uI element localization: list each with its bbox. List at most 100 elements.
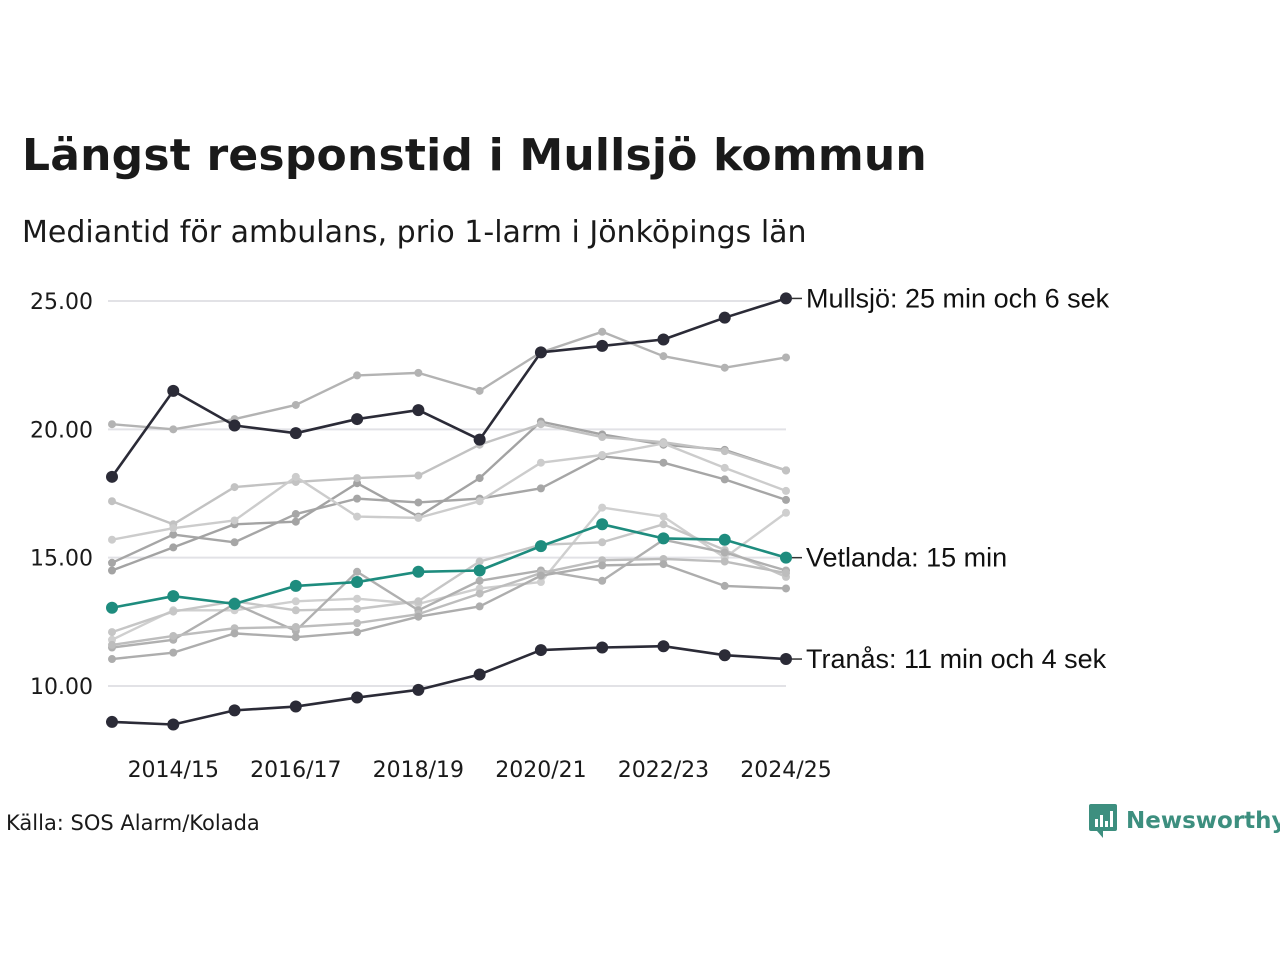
data-point — [291, 400, 300, 409]
data-point — [536, 458, 545, 467]
data-point — [598, 576, 607, 585]
data-point — [718, 311, 731, 324]
series-kommun-j — [108, 560, 790, 664]
data-point — [291, 517, 300, 526]
series-line — [111, 557, 787, 647]
data-point — [598, 503, 607, 512]
data-point — [108, 535, 116, 544]
data-point — [536, 571, 545, 580]
data-point — [108, 420, 116, 429]
data-point — [108, 655, 116, 664]
series-line — [111, 538, 787, 649]
brand-logo[interactable]: Newsworthy — [1088, 803, 1280, 839]
series-line — [111, 455, 787, 564]
data-point — [720, 447, 729, 456]
data-point — [169, 543, 178, 552]
data-point — [534, 644, 547, 657]
data-point — [353, 594, 362, 603]
data-point — [167, 384, 180, 397]
data-point — [228, 597, 241, 610]
series-line — [111, 423, 787, 526]
data-point — [720, 557, 729, 566]
data-point — [657, 532, 670, 545]
series-vetlanda — [106, 518, 792, 614]
x-tick-label: 2016/17 — [250, 758, 341, 783]
data-point — [782, 584, 790, 593]
data-point — [475, 497, 484, 506]
data-point — [351, 576, 364, 589]
data-point — [596, 339, 609, 352]
x-tick-label: 2018/19 — [373, 758, 464, 783]
data-point — [782, 486, 790, 495]
chart-title: Längst responstid i Mullsjö kommun — [22, 130, 927, 181]
data-point — [291, 597, 300, 606]
data-point — [536, 420, 545, 429]
data-point — [228, 419, 241, 432]
end-labels: Vetlanda: 15 min Mullsjö: 25 min och 6 se… — [792, 283, 1110, 674]
end-label: Mullsjö: 25 min och 6 sek — [806, 283, 1110, 313]
series-kommun-h — [108, 535, 790, 652]
source-note: Källa: SOS Alarm/Kolada — [6, 811, 260, 835]
y-tick-label: 10.00 — [30, 675, 93, 700]
y-axis-ticks: 10.00 15.00 20.00 25.00 — [30, 290, 93, 700]
data-point — [414, 471, 423, 480]
data-point — [657, 333, 670, 346]
data-point — [414, 597, 423, 606]
y-tick-label: 15.00 — [30, 547, 93, 572]
data-point — [289, 427, 302, 440]
data-point — [412, 565, 425, 578]
series-mullsjö — [106, 292, 792, 483]
data-point — [353, 371, 362, 380]
data-point — [534, 540, 547, 553]
data-point — [720, 363, 729, 372]
data-point — [353, 628, 362, 637]
data-point — [291, 472, 300, 481]
data-point — [353, 494, 362, 503]
highlighted-series — [106, 292, 792, 731]
data-point — [291, 510, 300, 519]
series-kommun-a — [108, 327, 790, 434]
data-point — [353, 605, 362, 613]
data-point — [289, 579, 302, 592]
newsworthy-logo-icon — [1089, 804, 1117, 838]
data-point — [414, 612, 423, 621]
data-point — [782, 466, 790, 475]
data-point — [534, 346, 547, 359]
data-point — [169, 631, 178, 640]
x-axis-ticks: 2014/15 2016/17 2018/19 2020/21 2022/23 2024/… — [128, 758, 832, 783]
data-point — [475, 474, 484, 483]
data-point — [598, 538, 607, 547]
y-tick-label: 25.00 — [30, 290, 93, 315]
data-point — [659, 512, 668, 521]
data-point — [720, 475, 729, 484]
data-point — [598, 561, 607, 570]
data-point — [598, 451, 607, 459]
data-point — [412, 404, 425, 417]
data-point — [657, 640, 670, 653]
series-line — [111, 506, 787, 641]
data-point — [353, 512, 362, 521]
data-point — [353, 567, 362, 576]
data-point — [782, 495, 790, 504]
data-point — [473, 564, 486, 577]
series-tranås — [106, 640, 792, 731]
data-point — [353, 619, 362, 628]
data-point — [720, 581, 729, 590]
x-tick-label: 2022/23 — [618, 758, 709, 783]
series-kommun-c — [108, 417, 790, 575]
data-point — [291, 633, 300, 642]
y-tick-label: 20.00 — [30, 418, 93, 443]
data-point — [230, 629, 239, 638]
data-point — [169, 524, 178, 533]
data-point — [659, 458, 668, 467]
data-point — [291, 622, 300, 631]
data-point — [598, 327, 607, 336]
data-point — [659, 439, 668, 448]
end-label: Vetlanda: 15 min — [806, 543, 1007, 573]
data-point — [782, 353, 790, 362]
data-point — [720, 548, 729, 557]
data-point — [536, 484, 545, 493]
data-point — [598, 433, 607, 442]
data-point — [228, 704, 241, 717]
